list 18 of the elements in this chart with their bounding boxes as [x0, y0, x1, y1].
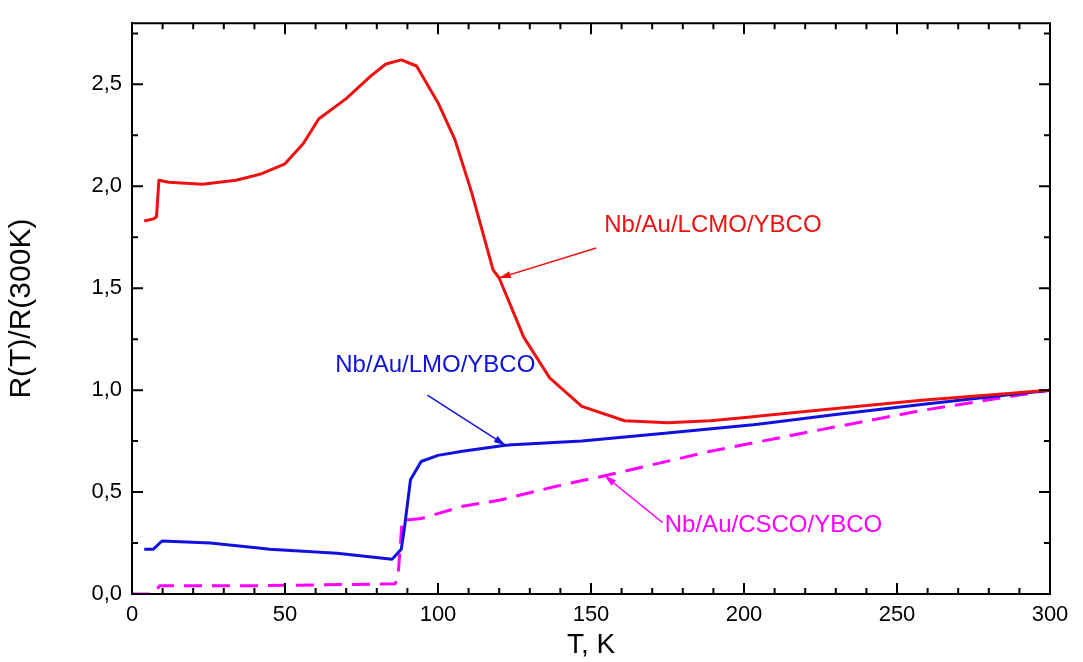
- x-tick-label: 300: [1031, 601, 1069, 627]
- x-axis-title: T, K: [566, 627, 616, 659]
- x-tick-label: 0: [125, 601, 139, 627]
- y-tick-label: 0,0: [91, 580, 122, 606]
- annotation: Nb/Au/LCMO/YBCO: [604, 209, 822, 237]
- annotation: Nb/Au/LMO/YBCO: [335, 349, 536, 377]
- y-tick-label: 1,0: [91, 376, 122, 402]
- annotation: Nb/Au/CSCO/YBCO: [664, 510, 883, 538]
- x-tick-label: 200: [725, 601, 763, 627]
- y-tick-label: 1,5: [91, 274, 122, 300]
- y-axis-title: R(T)/R(300K): [3, 218, 37, 399]
- x-tick-label: 150: [572, 601, 610, 627]
- x-tick-label: 50: [272, 601, 298, 627]
- x-tick-label: 100: [419, 601, 457, 627]
- y-tick-label: 2,5: [91, 70, 122, 96]
- x-tick-label: 250: [878, 601, 916, 627]
- y-tick-label: 0,5: [91, 478, 122, 504]
- y-tick-label: 2,0: [91, 172, 122, 198]
